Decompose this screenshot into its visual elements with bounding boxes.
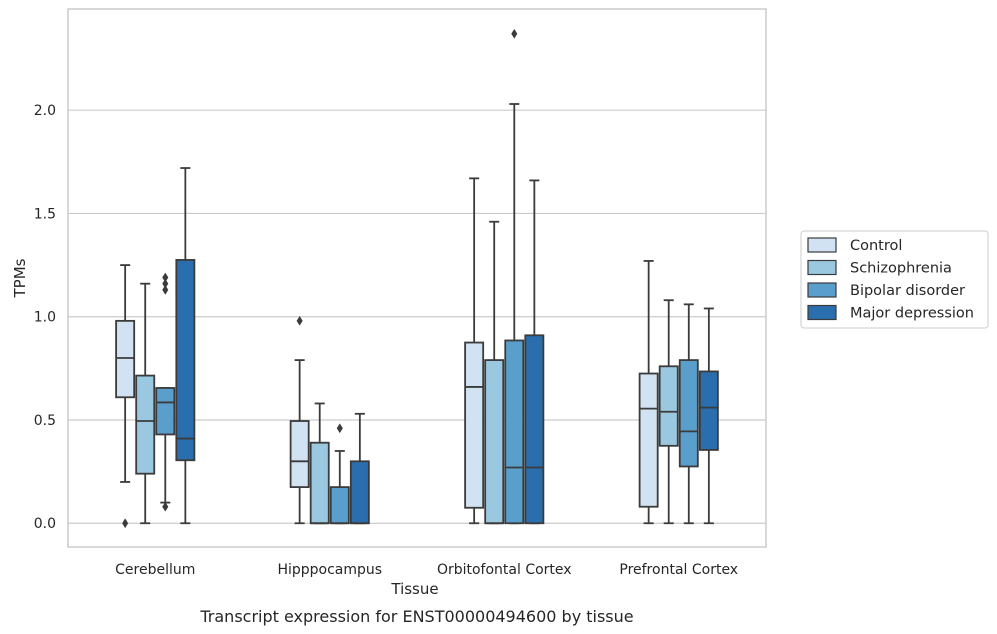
box-control [464,341,485,509]
y-tick-label: 2.0 [34,103,56,119]
legend-label: Bipolar disorder [850,283,965,299]
box-control [115,319,136,399]
outlier-point [122,518,129,529]
grid-lines [68,109,766,524]
box-bipolar-disorder [678,359,699,468]
box-group [289,316,370,525]
box-groups [115,28,719,529]
legend-swatch [807,304,837,321]
outlier-point [162,285,169,295]
x-tick-label: Prefrontal Cortex [619,562,738,578]
y-tick-label: 1.5 [34,206,56,222]
legend: Control Schizophrenia Bipolar disorder Majo… [800,230,989,329]
x-tick-label: Hipppocampus [277,562,382,578]
legend-label: Control [850,238,902,254]
box-schizophrenia [658,365,679,447]
legend-swatch [807,259,837,276]
box-bipolar-disorder [155,387,176,436]
box-group [115,167,196,529]
box-major-depression [698,370,719,451]
legend-frame [800,230,989,329]
legend-label: Major depression [850,306,974,322]
box-control [638,372,659,508]
outlier-point [511,28,518,39]
legend-label: Schizophrenia [850,261,952,277]
y-tick-label: 0.0 [34,516,56,532]
outlier-point [336,423,343,434]
y-tick-label: 0.5 [34,413,56,429]
box-control [289,420,310,489]
box-bipolar-disorder [504,339,525,525]
x-tick-labels: Cerebellum Hipppocampus Orbitofontal Corte… [115,562,738,578]
legend-swatch [807,237,837,253]
box-schizophrenia [309,441,330,525]
x-tick-label: Orbitofontal Cortex [437,562,572,578]
plot-frame [67,8,767,548]
y-tick-labels: 0.0 0.5 1.0 1.5 2.0 [34,103,56,532]
outlier-point [296,316,303,326]
box-group [638,260,719,525]
outlier-point [162,501,169,512]
y-tick-label: 1.0 [34,310,56,326]
y-axis-label: TPMs [11,258,29,298]
box-schizophrenia [484,359,505,525]
x-tick-label: Cerebellum [115,562,195,578]
box-schizophrenia [135,374,156,475]
box-major-depression [349,460,370,525]
outlier-point [162,278,169,289]
box-major-depression [524,334,545,525]
legend-swatch [807,282,837,298]
x-axis-label: Tissue [390,580,438,598]
box-major-depression [175,259,196,462]
chart-caption: Transcript expression for ENST0000049460… [199,607,633,626]
box-bipolar-disorder [329,486,350,525]
box-group [464,28,545,525]
outlier-point [162,272,169,283]
